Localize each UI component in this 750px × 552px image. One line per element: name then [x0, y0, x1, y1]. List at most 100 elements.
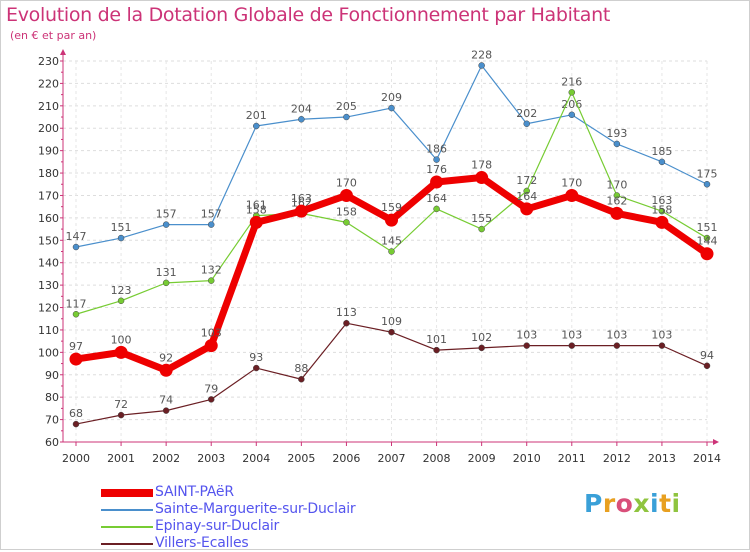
data-label-epinay-sur-duclair: 132 — [201, 264, 222, 277]
data-label-saint-pa-r: 103 — [201, 327, 222, 340]
data-point-villers-ecalles — [162, 407, 170, 414]
data-label-saint-pa-r: 176 — [426, 163, 447, 176]
data-point-villers-ecalles — [703, 362, 711, 370]
data-point-sainte-marguerite-sur-duclair — [162, 221, 170, 228]
x-tick-label: 2012 — [603, 452, 631, 465]
logo-letter: i — [650, 489, 660, 518]
data-label-villers-ecalles: 68 — [69, 407, 83, 420]
y-tick-label: 120 — [38, 302, 59, 315]
legend-swatch-villers-ecalles — [101, 543, 153, 545]
x-tick-label: 2000 — [62, 452, 90, 465]
y-tick-label: 110 — [38, 324, 59, 337]
data-label-epinay-sur-duclair: 164 — [426, 192, 447, 205]
data-point-epinay-sur-duclair — [478, 225, 485, 233]
data-label-sainte-marguerite-sur-duclair: 204 — [291, 102, 312, 115]
data-point-saint-pa-r — [430, 175, 444, 189]
data-point-epinay-sur-duclair — [207, 277, 215, 284]
data-point-saint-pa-r — [700, 247, 714, 261]
data-point-villers-ecalles — [72, 420, 80, 428]
data-point-epinay-sur-duclair — [72, 311, 80, 318]
data-label-saint-pa-r: 92 — [159, 351, 173, 364]
data-point-sainte-marguerite-sur-duclair — [613, 140, 621, 148]
x-tick-label: 2014 — [693, 452, 721, 465]
data-point-epinay-sur-duclair — [117, 297, 125, 305]
data-point-sainte-marguerite-sur-duclair — [658, 158, 666, 166]
data-point-epinay-sur-duclair — [613, 192, 621, 199]
data-label-epinay-sur-duclair: 151 — [697, 221, 718, 234]
data-point-villers-ecalles — [207, 396, 215, 403]
data-point-saint-pa-r — [159, 363, 173, 377]
data-label-villers-ecalles: 103 — [516, 329, 537, 342]
data-label-villers-ecalles: 94 — [700, 349, 714, 362]
chart-title: Evolution de la Dotation Globale de Fonc… — [6, 4, 611, 26]
y-axis-arrow — [60, 49, 66, 55]
data-point-villers-ecalles — [298, 375, 305, 383]
x-tick-label: 2004 — [242, 452, 270, 465]
data-label-saint-pa-r: 162 — [606, 194, 627, 207]
data-label-sainte-marguerite-sur-duclair: 175 — [697, 167, 718, 180]
data-label-sainte-marguerite-sur-duclair: 228 — [471, 48, 492, 61]
proxiti-logo: Proxiti — [584, 489, 681, 518]
x-tick-label: 2002 — [152, 452, 180, 465]
data-point-epinay-sur-duclair — [568, 89, 576, 96]
data-label-sainte-marguerite-sur-duclair: 206 — [561, 98, 582, 111]
legend-swatch-epinay — [101, 526, 153, 528]
data-point-villers-ecalles — [343, 319, 350, 327]
data-label-sainte-marguerite-sur-duclair: 147 — [66, 230, 87, 243]
y-tick-label: 160 — [38, 212, 59, 225]
data-point-sainte-marguerite-sur-duclair — [207, 221, 215, 228]
data-label-epinay-sur-duclair: 161 — [246, 199, 267, 212]
data-label-sainte-marguerite-sur-duclair: 151 — [111, 221, 132, 234]
data-point-villers-ecalles — [253, 364, 260, 372]
data-label-villers-ecalles: 72 — [114, 398, 128, 411]
data-label-villers-ecalles: 79 — [204, 382, 218, 395]
data-label-epinay-sur-duclair: 163 — [651, 194, 672, 207]
data-point-sainte-marguerite-sur-duclair — [433, 156, 440, 163]
data-point-epinay-sur-duclair — [388, 248, 395, 255]
data-point-saint-pa-r — [385, 213, 398, 227]
data-label-villers-ecalles: 93 — [249, 351, 263, 364]
data-label-sainte-marguerite-sur-duclair: 205 — [336, 100, 357, 113]
legend-label-villers-ecalles: Villers-Ecalles — [155, 535, 249, 551]
y-tick-label: 210 — [38, 100, 59, 113]
data-label-villers-ecalles: 103 — [606, 329, 627, 342]
data-label-saint-pa-r: 170 — [561, 176, 582, 189]
data-label-saint-pa-r: 178 — [471, 159, 492, 172]
data-point-epinay-sur-duclair — [343, 219, 350, 226]
data-point-saint-pa-r — [339, 188, 353, 202]
data-point-saint-pa-r — [114, 345, 128, 359]
data-label-saint-pa-r: 164 — [516, 190, 537, 203]
data-point-epinay-sur-duclair — [523, 187, 530, 195]
legend-swatch-sainte-marguerite — [101, 509, 153, 511]
data-point-saint-pa-r — [655, 215, 669, 229]
data-label-villers-ecalles: 109 — [381, 315, 402, 328]
data-point-saint-pa-r — [520, 202, 534, 216]
y-tick-label: 140 — [38, 257, 59, 270]
x-tick-label: 2011 — [558, 452, 586, 465]
data-point-saint-pa-r — [475, 171, 489, 185]
y-tick-label: 180 — [38, 167, 59, 180]
data-point-villers-ecalles — [433, 346, 440, 354]
data-point-saint-pa-r — [294, 204, 308, 218]
x-tick-label: 2008 — [423, 452, 451, 465]
data-label-sainte-marguerite-sur-duclair: 202 — [516, 107, 537, 120]
data-point-sainte-marguerite-sur-duclair — [253, 122, 260, 130]
data-label-saint-pa-r: 159 — [381, 201, 402, 214]
data-label-saint-pa-r: 163 — [291, 192, 312, 205]
legend-label-sainte-marguerite: Sainte-Marguerite-sur-Duclair — [155, 501, 356, 517]
data-label-saint-pa-r: 158 — [651, 203, 672, 216]
data-label-epinay-sur-duclair: 158 — [336, 205, 357, 218]
data-point-sainte-marguerite-sur-duclair — [568, 111, 576, 119]
data-point-sainte-marguerite-sur-duclair — [72, 243, 80, 251]
logo-letter: t — [659, 489, 672, 518]
data-point-villers-ecalles — [568, 342, 576, 349]
data-label-villers-ecalles: 88 — [294, 362, 308, 375]
x-axis-arrow — [713, 439, 719, 445]
x-tick-label: 2013 — [648, 452, 676, 465]
data-label-epinay-sur-duclair: 216 — [561, 75, 582, 88]
data-label-sainte-marguerite-sur-duclair: 157 — [156, 208, 177, 221]
data-point-sainte-marguerite-sur-duclair — [117, 234, 125, 242]
data-point-epinay-sur-duclair — [658, 207, 666, 215]
